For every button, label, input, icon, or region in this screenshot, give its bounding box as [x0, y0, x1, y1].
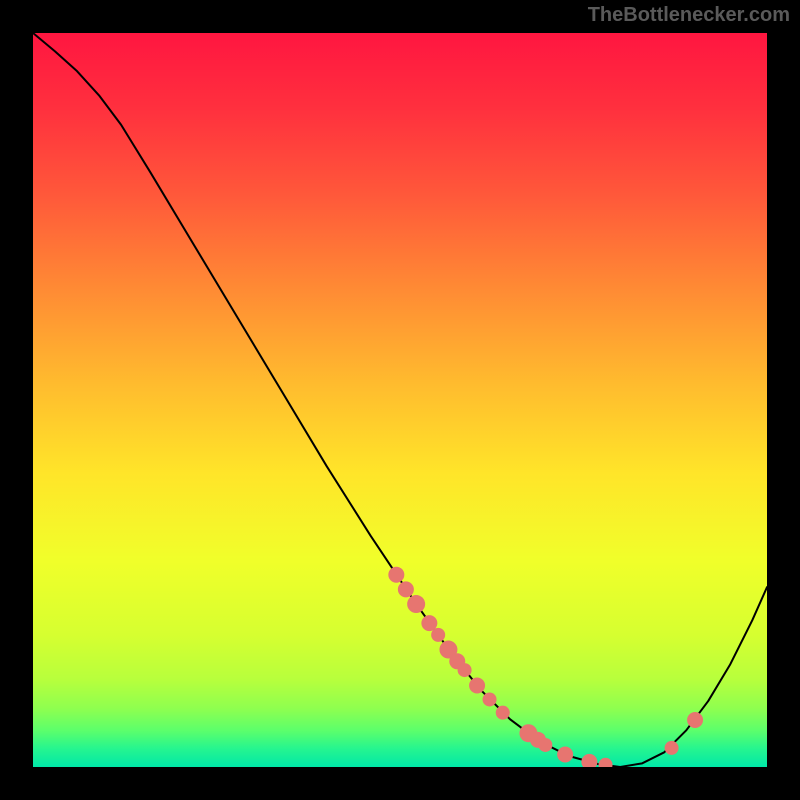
data-marker — [431, 628, 445, 642]
data-marker — [599, 758, 613, 767]
data-marker — [483, 692, 497, 706]
data-marker — [538, 738, 552, 752]
watermark-text: TheBottlenecker.com — [588, 4, 790, 27]
data-marker — [519, 724, 537, 742]
data-marker — [407, 595, 425, 613]
data-marker — [398, 581, 414, 597]
chart-svg — [33, 33, 767, 767]
data-marker — [458, 663, 472, 677]
data-marker — [687, 712, 703, 728]
data-marker — [421, 615, 437, 631]
plot-area — [33, 33, 767, 767]
data-marker — [557, 747, 573, 763]
bottleneck-curve — [33, 33, 767, 767]
data-marker — [581, 754, 597, 767]
data-marker — [665, 741, 679, 755]
data-marker — [439, 641, 457, 659]
data-marker — [469, 678, 485, 694]
data-marker — [449, 653, 465, 669]
data-marker — [496, 706, 510, 720]
data-marker — [530, 732, 546, 748]
data-marker — [388, 567, 404, 583]
